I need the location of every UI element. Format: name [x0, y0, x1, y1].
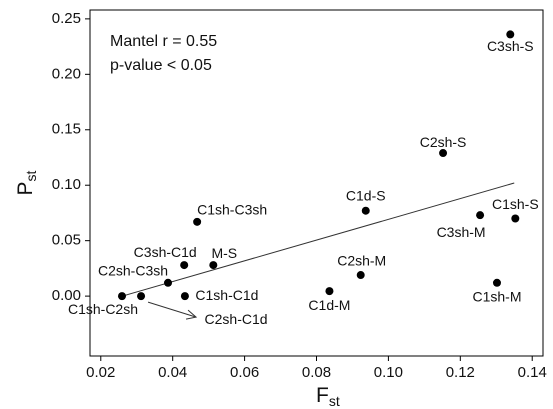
x-tick-label: 0.12 — [446, 364, 475, 381]
point — [356, 271, 365, 280]
point — [511, 214, 520, 223]
point — [361, 206, 370, 215]
point — [137, 292, 146, 301]
annotation: p-value < 0.05 — [110, 57, 212, 74]
x-tick-label: 0.10 — [374, 364, 403, 381]
x-tick-label: 0.06 — [230, 364, 259, 381]
point — [180, 292, 189, 301]
point-label: C1sh-C2sh — [68, 301, 138, 317]
point-label: C1d-M — [308, 297, 350, 313]
y-tick-label: 0.05 — [52, 232, 81, 249]
point-label: C2sh-C3sh — [98, 263, 168, 279]
point-label: C2sh-S — [420, 134, 467, 150]
point-label: C1sh-C1d — [195, 287, 258, 303]
point — [492, 278, 501, 287]
point — [117, 292, 126, 301]
point — [180, 261, 189, 270]
y-tick-label: 0.00 — [52, 287, 81, 304]
point-label: C2sh-C1d — [205, 311, 268, 327]
label-arrow — [147, 301, 197, 318]
point — [439, 149, 448, 158]
y-tick-label: 0.20 — [52, 65, 81, 82]
y-label-sub: st — [23, 170, 39, 181]
point — [209, 261, 218, 270]
y-tick-label: 0.25 — [52, 10, 81, 27]
point-label: C1d-S — [346, 187, 386, 203]
point-label: C1sh-C3sh — [197, 202, 267, 218]
x-axis-label: Fst — [316, 384, 340, 409]
y-tick-label: 0.10 — [52, 176, 81, 193]
point — [476, 211, 485, 220]
label-arrow-head — [185, 309, 198, 320]
point — [164, 278, 173, 287]
point — [193, 217, 202, 226]
x-tick-label: 0.14 — [518, 364, 547, 381]
point — [506, 30, 515, 39]
y-tick-label: 0.15 — [52, 121, 81, 138]
y-axis-label: Pst — [14, 170, 39, 195]
point-label: M-S — [211, 245, 237, 261]
point — [325, 287, 334, 296]
trend-line — [122, 182, 515, 297]
x-tick-label: 0.08 — [302, 364, 331, 381]
point-label: C1sh-M — [472, 289, 521, 305]
point-label: C1sh-S — [492, 196, 539, 212]
point-label: C3sh-M — [437, 224, 486, 240]
y-label-main: P — [14, 181, 37, 195]
x-label-main: F — [316, 384, 329, 407]
point-label: C3sh-C1d — [134, 244, 197, 260]
point-label: C3sh-S — [487, 38, 534, 54]
x-label-sub: st — [329, 393, 340, 409]
x-tick-label: 0.02 — [86, 364, 115, 381]
x-tick-label: 0.04 — [158, 364, 187, 381]
point-label: C2sh-M — [337, 253, 386, 269]
annotation: Mantel r = 0.55 — [110, 33, 217, 50]
